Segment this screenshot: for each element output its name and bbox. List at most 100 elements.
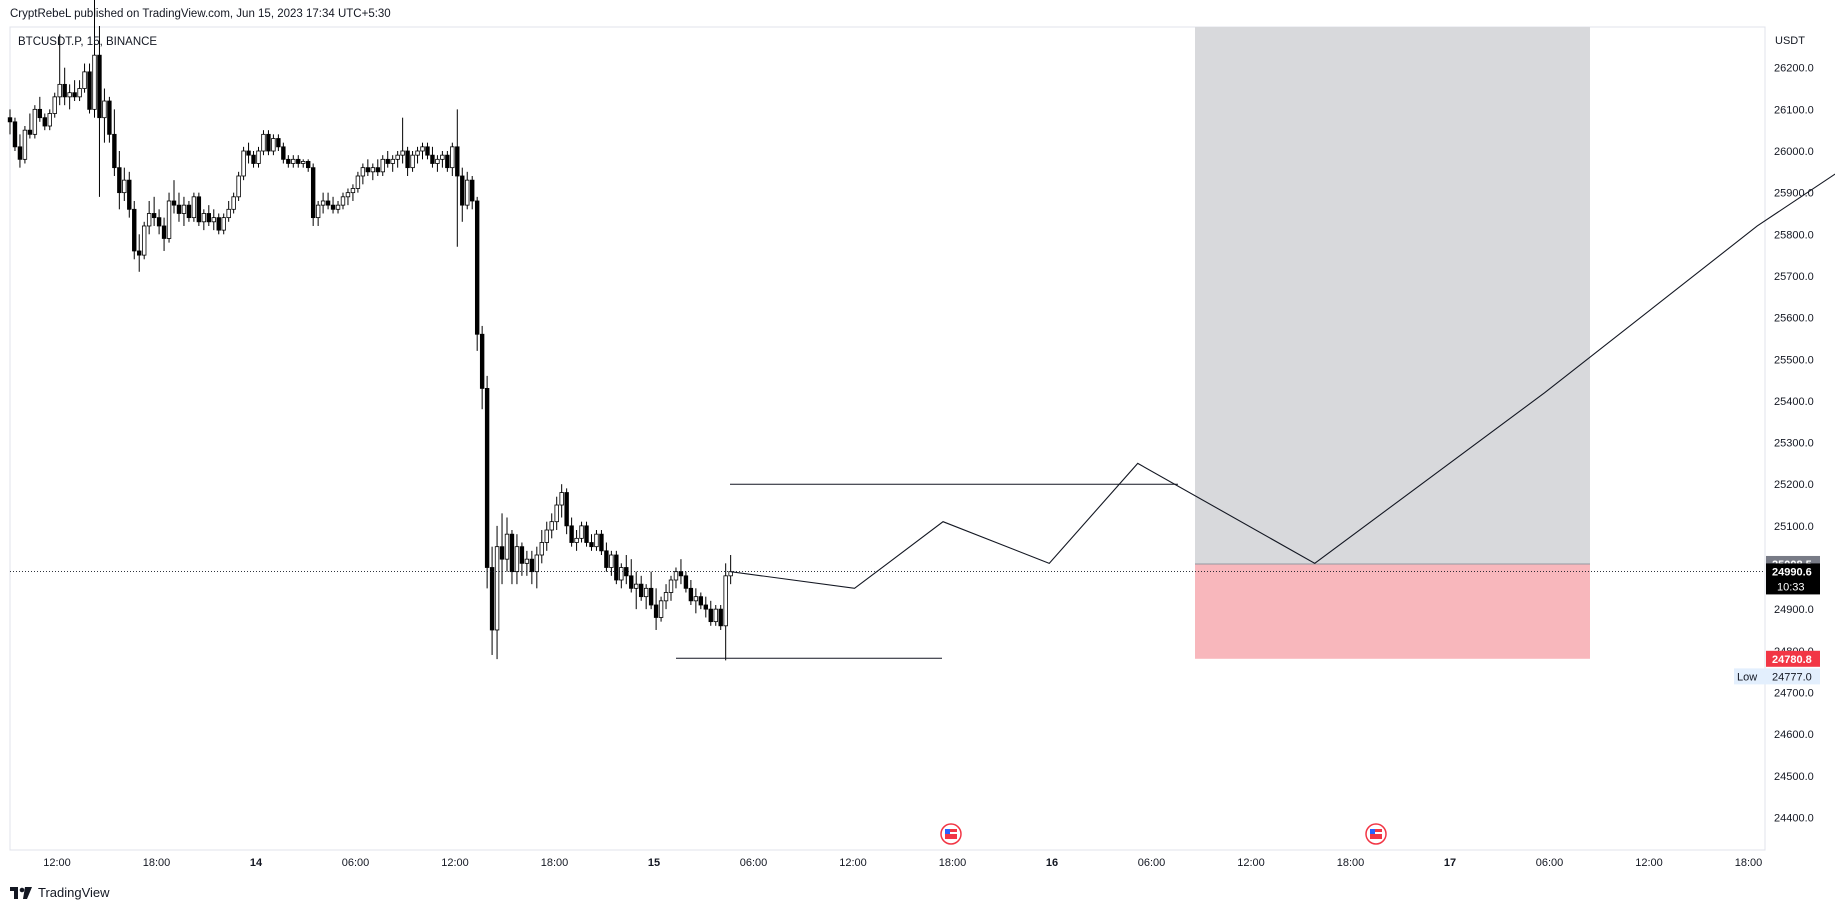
candle-body (301, 161, 306, 164)
candle-body (643, 587, 649, 598)
candle-body (648, 587, 654, 606)
position-loss-zone[interactable] (1195, 563, 1590, 659)
candle-body (137, 250, 142, 256)
candle-body (460, 175, 465, 206)
candle-body (201, 213, 207, 223)
candle-body (499, 546, 505, 560)
y-tick-label: 25300.0 (1774, 438, 1814, 450)
candle-body (599, 533, 604, 552)
candle-body (539, 542, 544, 556)
x-tick-label: 18:00 (1735, 857, 1763, 869)
candle-body (569, 525, 574, 543)
x-tick-label: 15 (648, 857, 660, 869)
candle-body (579, 525, 584, 539)
candle-body (713, 608, 718, 623)
candle-body (609, 554, 614, 568)
candle-body (325, 200, 331, 206)
candle-body (72, 92, 77, 98)
x-tick-label: 12:00 (839, 857, 867, 869)
candle-body (296, 158, 301, 164)
candle-body (638, 583, 644, 598)
candle-body (604, 550, 609, 568)
candle-body (196, 196, 202, 223)
candle-body (315, 204, 321, 219)
candle-body (67, 92, 72, 98)
candle-body (112, 133, 117, 169)
candle-body (658, 600, 664, 618)
candle-body (340, 196, 346, 206)
price-axis[interactable]: USDT24400.024500.024600.024700.024800.02… (1734, 35, 1820, 824)
long-position-tool[interactable] (1195, 27, 1590, 659)
candle-body (564, 492, 569, 527)
candle-body (718, 608, 723, 627)
candle-body (47, 113, 52, 127)
us-event-flag-icon[interactable] (1365, 823, 1387, 845)
candle-body (634, 583, 639, 589)
candle-body (7, 117, 13, 123)
candle-body (141, 225, 147, 256)
candle-body (241, 150, 246, 177)
candle-body (355, 175, 361, 189)
x-tick-label: 16 (1046, 857, 1058, 869)
candle-body (236, 175, 241, 198)
candle-body (146, 213, 152, 227)
candle-body (574, 537, 579, 543)
stop-price-label: 24780.8 (1772, 654, 1812, 666)
candle-body (673, 571, 679, 581)
us-event-flag-icon[interactable] (940, 823, 962, 845)
candle-body (221, 217, 226, 231)
tradingview-logo[interactable]: TradingView (10, 885, 110, 900)
candle-body (231, 196, 236, 210)
candle-body (281, 146, 286, 160)
candle-body (629, 575, 634, 589)
candle-body (504, 533, 510, 560)
candle-body (62, 83, 67, 98)
stop-price-label-bg (1766, 650, 1820, 667)
y-tick-label: 26000.0 (1774, 146, 1814, 158)
drawings[interactable] (676, 155, 1835, 659)
candle-body (385, 158, 390, 164)
candle-body (435, 158, 440, 164)
candle-body (42, 117, 47, 127)
x-tick-label: 18:00 (939, 857, 967, 869)
candle-body (465, 179, 470, 206)
candle-body (166, 200, 172, 239)
candle-body (420, 146, 425, 152)
candle-body (365, 167, 371, 173)
candle-body (559, 492, 564, 506)
y-tick-label: 24500.0 (1774, 771, 1814, 783)
candle-body (27, 129, 33, 135)
y-tick-label: 24700.0 (1774, 687, 1814, 699)
y-tick-label: 25400.0 (1774, 396, 1814, 408)
candle-body (534, 554, 540, 573)
candle-body (663, 592, 669, 602)
candle-body (524, 558, 530, 564)
candle-body (291, 158, 296, 164)
candle-body (261, 133, 266, 152)
candle-body (479, 333, 485, 389)
x-tick-label: 18:00 (1337, 857, 1365, 869)
candle-body (117, 167, 122, 194)
time-axis[interactable]: 12:00 18:00 14 06:00 12:00 18:00 15 06:00 12:00 1… (43, 857, 1762, 869)
candle-body (400, 150, 405, 156)
y-tick-label: 25500.0 (1774, 354, 1814, 366)
candle-body (514, 546, 520, 573)
candle-body (37, 108, 43, 119)
position-profit-zone[interactable] (1195, 27, 1590, 564)
candle-body (345, 192, 351, 198)
projection-path[interactable] (730, 155, 1835, 589)
symbol-legend[interactable]: BTCUSDT.P, 15, BINANCE (18, 36, 157, 48)
candle-body (211, 217, 216, 223)
x-tick-label: 18:00 (541, 857, 569, 869)
candle-body (156, 217, 162, 227)
candle-body (484, 388, 490, 568)
low-tag: Low (1737, 671, 1757, 683)
x-tick-label: 06:00 (740, 857, 768, 869)
event-markers[interactable] (940, 823, 1387, 845)
candle-body (489, 567, 495, 631)
candle-body (151, 213, 157, 219)
candle-body (370, 167, 376, 173)
candle-body (619, 567, 624, 581)
candle-body (12, 121, 18, 148)
